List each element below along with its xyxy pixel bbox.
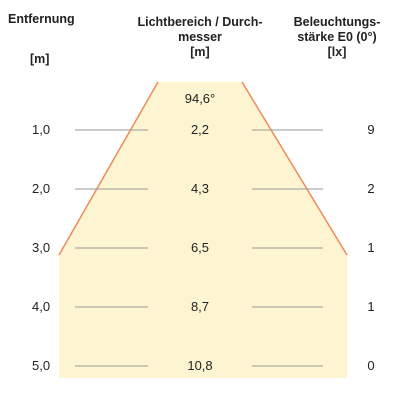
diameter-header-line: messer	[178, 30, 222, 44]
cone-edge-right	[241, 81, 348, 256]
diameter-value: 2,2	[190, 122, 210, 137]
distance-value: 3,0	[32, 240, 51, 255]
distance-header: Entfernung	[8, 12, 75, 27]
distance-value: 1,0	[32, 122, 51, 137]
diameter-value: 4,3	[190, 181, 210, 196]
illuminance-header-line: stärke E0 (0°)	[297, 30, 377, 44]
diameter-value: 10,8	[187, 358, 213, 373]
diameter-header: Lichtbereich / Durch- messer [m]	[130, 15, 270, 60]
illuminance-header: Beleuchtungs- stärke E0 (0°) [lx]	[290, 15, 384, 60]
illuminance-value: 2	[367, 181, 375, 196]
beam-angle-label: 94,6°	[184, 91, 216, 106]
diameter-unit: [m]	[190, 45, 210, 59]
light-cone-area	[59, 82, 347, 378]
distance-value: 4,0	[32, 299, 51, 314]
illuminance-value: 1	[367, 299, 375, 314]
illuminance-header-line: Beleuchtungs-	[293, 15, 381, 29]
cone-edge-left	[58, 81, 159, 256]
distance-value: 5,0	[32, 358, 51, 373]
illuminance-value: 1	[367, 240, 375, 255]
illuminance-value: 9	[367, 122, 375, 137]
illuminance-unit: [lx]	[327, 45, 347, 59]
diameter-value: 8,7	[190, 299, 210, 314]
diameter-value: 6,5	[190, 240, 210, 255]
illuminance-value: 0	[367, 358, 375, 373]
distance-unit: [m]	[30, 52, 50, 66]
distance-value: 2,0	[32, 181, 51, 196]
row-lines	[75, 129, 323, 367]
distance-header-text: Entfernung	[8, 12, 75, 26]
diameter-header-line: Lichtbereich / Durch-	[137, 15, 263, 29]
